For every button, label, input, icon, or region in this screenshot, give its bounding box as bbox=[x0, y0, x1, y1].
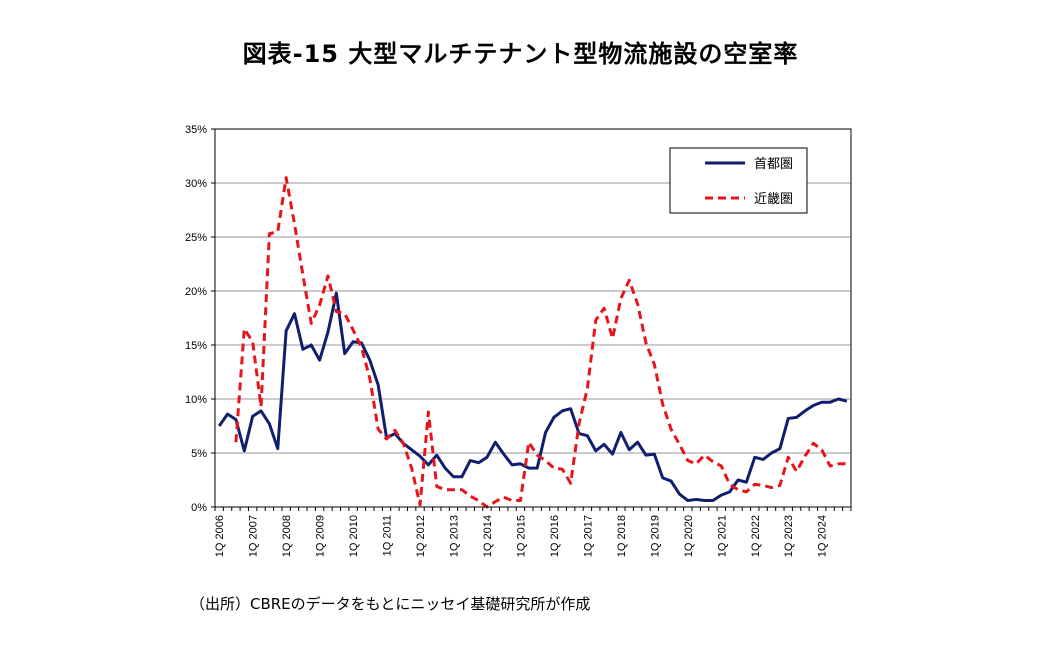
y-tick-label: 20% bbox=[185, 286, 207, 298]
x-axis: 1Q 2006 1Q 2007 1Q 2008 1Q 2009 1Q 2010 1Q 20… bbox=[214, 507, 852, 557]
source-note: （出所）CBREのデータをもとにニッセイ基礎研究所が作成 bbox=[190, 595, 591, 613]
legend: 首都圏 近畿圏 bbox=[669, 147, 808, 214]
x-tick-label: 1Q 2020 bbox=[683, 515, 695, 557]
y-tick-label: 10% bbox=[185, 394, 207, 406]
x-tick-label: 1Q 2023 bbox=[783, 515, 795, 557]
y-tick-label: 5% bbox=[191, 448, 207, 460]
x-tick-label: 1Q 2018 bbox=[616, 515, 628, 557]
x-tick-label: 1Q 2022 bbox=[750, 515, 762, 557]
y-axis: 0% 5% 10% 15% 20% 25% 30% 35% bbox=[185, 124, 215, 514]
legend-box bbox=[669, 147, 808, 214]
x-tick-label: 1Q 2017 bbox=[582, 515, 594, 557]
y-tick-label: 30% bbox=[185, 178, 207, 190]
y-tick-label: 25% bbox=[185, 232, 207, 244]
page-title: 図表-15 大型マルチテナント型物流施設の空室率 bbox=[242, 40, 799, 68]
y-tick-label: 15% bbox=[185, 340, 207, 352]
series-line-kinki bbox=[234, 176, 847, 509]
x-tick-label: 1Q 2013 bbox=[449, 515, 461, 557]
y-tick-label: 35% bbox=[185, 124, 207, 136]
x-tick-label: 1Q 2012 bbox=[415, 515, 427, 557]
x-tick-label: 1Q 2016 bbox=[549, 515, 561, 557]
plot-frame bbox=[214, 128, 852, 508]
series-lines bbox=[217, 176, 848, 509]
x-tick-label: 1Q 2009 bbox=[315, 515, 327, 557]
x-tick-label: 1Q 2021 bbox=[716, 515, 728, 557]
legend-label-shutoken: 首都圏 bbox=[754, 157, 793, 172]
legend-label-kinki: 近畿圏 bbox=[754, 192, 793, 207]
x-tick-label: 1Q 2011 bbox=[382, 515, 394, 556]
series-line-shutoken bbox=[217, 291, 848, 503]
x-tick-label: 1Q 2010 bbox=[348, 515, 360, 557]
y-tick-label: 0% bbox=[191, 502, 207, 514]
x-tick-label: 1Q 2006 bbox=[214, 515, 226, 557]
x-tick-label: 1Q 2019 bbox=[649, 515, 661, 557]
x-tick-label: 1Q 2015 bbox=[515, 515, 527, 557]
x-tick-label: 1Q 2008 bbox=[281, 515, 293, 557]
x-tick-label: 1Q 2024 bbox=[817, 515, 829, 557]
x-tick-label: 1Q 2007 bbox=[248, 515, 260, 557]
x-tick-label: 1Q 2014 bbox=[482, 515, 494, 557]
